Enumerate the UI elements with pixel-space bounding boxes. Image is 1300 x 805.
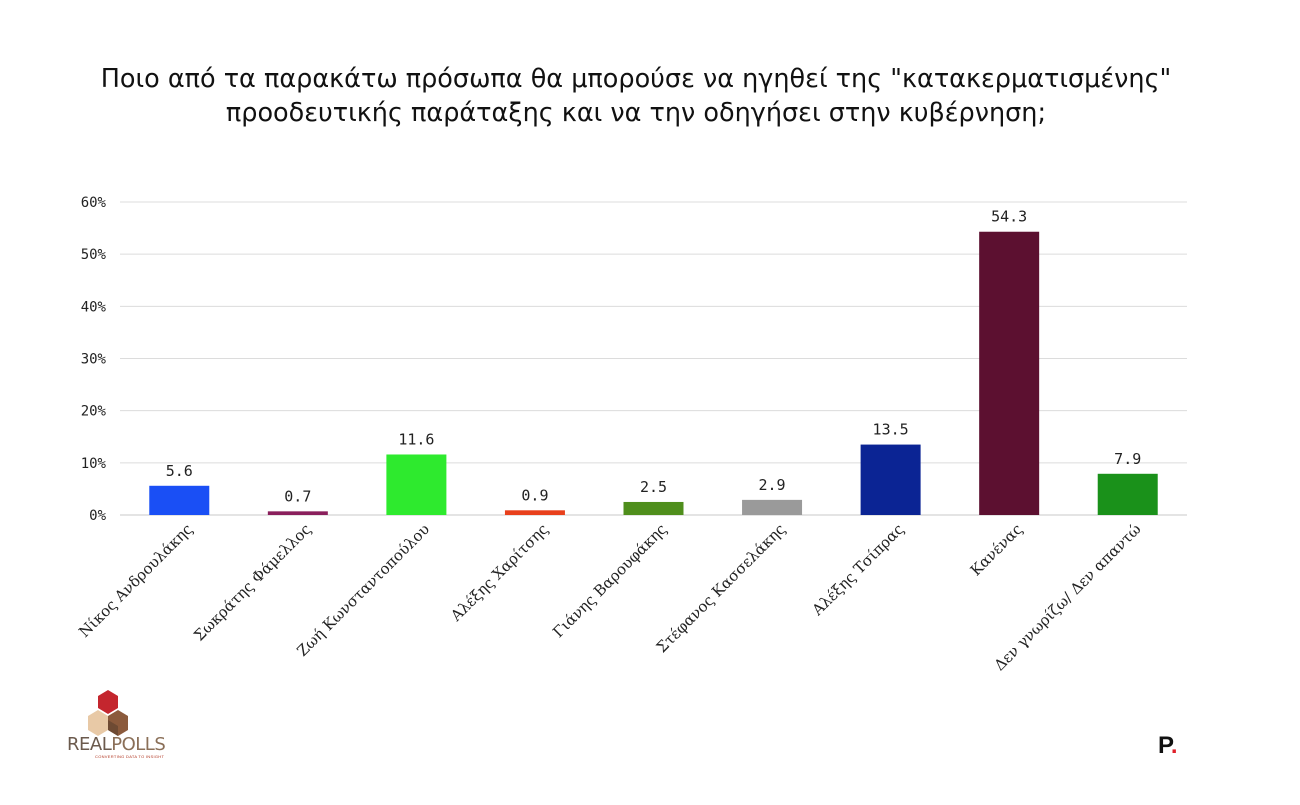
publisher-logo-letter: P <box>1158 732 1171 759</box>
bar-value-label: 0.7 <box>284 487 311 505</box>
publisher-logo: P. <box>1158 732 1178 760</box>
x-tick-label: Ζωή Κωνσταντοπούλου <box>293 520 433 660</box>
x-tick-label: Σωκράτης Φάμελλος <box>190 520 314 644</box>
bar <box>979 231 1040 516</box>
x-tick-label: Κανένας <box>967 520 1026 579</box>
value-labels: 5.6 0.7 11.6 0.9 2.5 2.9 13.5 54.3 7.9 <box>166 208 1142 506</box>
bar-value-label: 54.3 <box>991 208 1027 226</box>
realpolls-logo-subtext: CONVERTING DATA TO INSIGHT <box>95 754 165 759</box>
bar <box>386 454 447 515</box>
x-tick-label: Στέφανος Κασσελάκης <box>653 520 789 656</box>
bar-value-label: 13.5 <box>873 421 909 439</box>
bar <box>1097 473 1158 515</box>
x-tick-label: Αλέξης Χαρίτσης <box>446 520 551 625</box>
bar <box>742 499 803 515</box>
y-tick-label: 0% <box>89 508 106 524</box>
chart-title-line-2: προοδευτικής παράταξης και να την οδηγήσ… <box>225 98 1047 128</box>
x-tick-label: Αλέξης Τσίπρας <box>808 520 908 620</box>
y-tick-label: 40% <box>81 299 107 315</box>
y-axis-ticks: 0% 10% 20% 30% 40% 50% 60% <box>81 195 107 524</box>
bar-value-label: 5.6 <box>166 462 193 480</box>
bar-value-label: 0.9 <box>521 486 548 504</box>
bar-value-label: 7.9 <box>1114 450 1141 468</box>
bars <box>149 231 1158 516</box>
y-tick-label: 30% <box>81 352 107 368</box>
bar <box>504 510 565 515</box>
bar <box>149 485 210 515</box>
x-tick-label: Γιάνης Βαρουφάκης <box>549 520 670 641</box>
realpolls-logo-text: REALPOLLS <box>67 734 166 755</box>
bar <box>860 444 921 515</box>
y-tick-label: 20% <box>81 404 107 420</box>
publisher-logo-dot: . <box>1170 732 1178 759</box>
bar-value-label: 11.6 <box>398 430 434 448</box>
y-tick-label: 50% <box>81 247 107 263</box>
chart-title-line-1: Ποιο από τα παρακάτω πρόσωπα θα μπορούσε… <box>100 64 1172 94</box>
bar-value-label: 2.5 <box>640 478 667 496</box>
bar <box>623 501 684 515</box>
y-tick-label: 60% <box>81 195 107 211</box>
x-tick-label: Νίκος Ανδρουλάκης <box>75 520 196 641</box>
chart-title: Ποιο από τα παρακάτω πρόσωπα θα μπορούσε… <box>0 62 1272 130</box>
bar-value-label: 2.9 <box>759 476 786 494</box>
bar <box>267 511 328 515</box>
realpolls-logo-icon <box>88 690 128 736</box>
logo-real-text: REAL <box>67 734 112 755</box>
y-tick-label: 10% <box>81 456 107 472</box>
logo-polls-text: POLLS <box>111 734 166 755</box>
